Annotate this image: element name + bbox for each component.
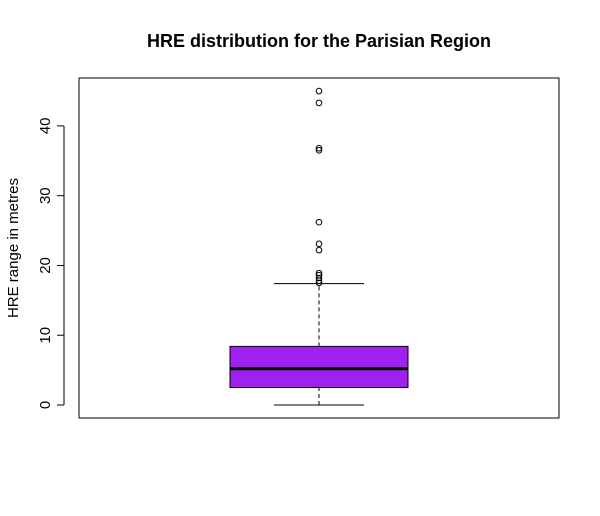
outlier-point [316, 219, 322, 225]
outlier-point [316, 100, 322, 106]
y-tick-label: 40 [37, 118, 54, 135]
iqr-box [230, 346, 408, 387]
outlier-points [316, 88, 322, 285]
outlier-point [316, 247, 322, 253]
y-tick-label: 20 [37, 257, 54, 274]
y-axis-label: HRE range in metres [5, 178, 22, 318]
box-group [230, 284, 408, 405]
outlier-point [316, 241, 322, 247]
y-axis: 0 10 20 30 40 [37, 118, 64, 410]
y-tick-label: 10 [37, 327, 54, 344]
y-tick-label: 0 [37, 401, 54, 409]
outlier-point [316, 88, 322, 94]
y-tick-label: 30 [37, 187, 54, 204]
chart-title: HRE distribution for the Parisian Region [147, 31, 491, 51]
